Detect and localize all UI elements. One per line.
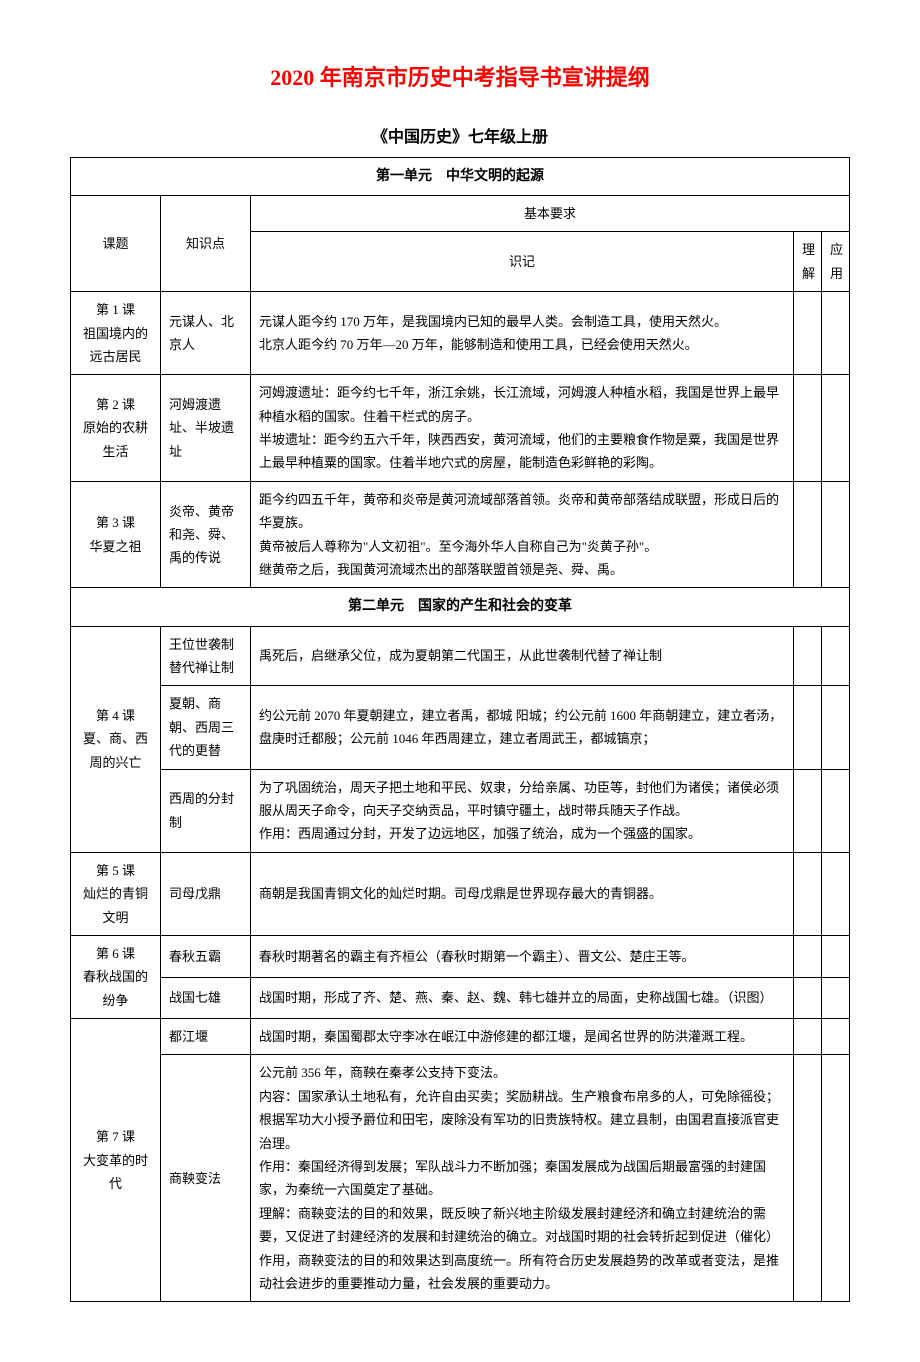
lesson6-name: 第 6 课 春秋战国的纷争 <box>71 935 161 1018</box>
cell-empty <box>822 1019 850 1055</box>
lesson1-name: 第 1 课 祖国境内的远古居民 <box>71 292 161 375</box>
lesson6-content1: 春秋时期著名的霸主有齐桓公（春秋时期第一个霸主）、晋文公、楚庄王等。 <box>251 935 794 977</box>
cell-empty <box>822 292 850 375</box>
lesson2-point: 河姆渡遗址、半坡遗址 <box>161 375 251 482</box>
lesson6-content2: 战国时期，形成了齐、楚、燕、秦、赵、魏、韩七雄并立的局面，史称战国七雄。（识图） <box>251 977 794 1019</box>
cell-empty <box>794 292 822 375</box>
lesson4-content1: 禹死后，启继承父位，成为夏朝第二代国王，从此世袭制代替了禅让制 <box>251 626 794 686</box>
lesson4-content2: 约公元前 2070 年夏朝建立，建立者禹，都城 阳城；约公元前 1600 年商朝… <box>251 686 794 769</box>
lesson2-content: 河姆渡遗址：距今约七千年，浙江余姚，长江流域，河姆渡人种植水稻，我国是世界上最早… <box>251 375 794 482</box>
header-understand: 理解 <box>794 232 822 292</box>
lesson4-content3: 为了巩固统治，周天子把土地和平民、奴隶，分给亲属、功臣等，封他们为诸侯；诸侯必须… <box>251 769 794 852</box>
cell-empty <box>794 626 822 686</box>
cell-empty <box>794 1019 822 1055</box>
unit-header-row: 第一单元 中华文明的起源 <box>71 157 850 195</box>
table-row: 第 4 课 夏、商、西周的兴亡 王位世袭制替代禅让制 禹死后，启继承父位，成为夏… <box>71 626 850 686</box>
header-apply: 应用 <box>822 232 850 292</box>
table-row: 战国七雄 战国时期，形成了齐、楚、燕、秦、赵、魏、韩七雄并立的局面，史称战国七雄… <box>71 977 850 1019</box>
cell-empty <box>822 626 850 686</box>
cell-empty <box>794 686 822 769</box>
lesson7-content1: 战国时期，秦国蜀郡太守李冰在岷江中游修建的都江堰，是闻名世界的防洪灌溉工程。 <box>251 1019 794 1055</box>
cell-empty <box>822 375 850 482</box>
lesson4-point3: 西周的分封制 <box>161 769 251 852</box>
lesson3-point: 炎帝、黄帝和尧、舜、禹的传说 <box>161 481 251 588</box>
cell-empty <box>794 481 822 588</box>
lesson5-content: 商朝是我国青铜文化的灿烂时期。司母戊鼎是世界现存最大的青铜器。 <box>251 852 794 935</box>
cell-empty <box>794 769 822 852</box>
cell-empty <box>794 977 822 1019</box>
page-title: 2020 年南京市历史中考指导书宣讲提纲 <box>70 60 850 95</box>
page-subtitle: 《中国历史》七年级上册 <box>70 125 850 151</box>
lesson3-name: 第 3 课 华夏之祖 <box>71 481 161 588</box>
header-requirement: 基本要求 <box>251 195 850 231</box>
header-lesson: 课题 <box>71 195 161 291</box>
lesson1-content: 元谋人距今约 170 万年，是我国境内已知的最早人类。会制造工具，使用天然火。 … <box>251 292 794 375</box>
table-row: 第 1 课 祖国境内的远古居民 元谋人、北京人 元谋人距今约 170 万年，是我… <box>71 292 850 375</box>
cell-empty <box>822 1055 850 1302</box>
cell-empty <box>822 935 850 977</box>
cell-empty <box>794 375 822 482</box>
unit-header-row: 第二单元 国家的产生和社会的变革 <box>71 588 850 626</box>
table-row: 商鞅变法 公元前 356 年，商鞅在秦孝公支持下变法。 内容：国家承认土地私有，… <box>71 1055 850 1302</box>
cell-empty <box>794 1055 822 1302</box>
table-row: 第 5 课 灿烂的青铜文明 司母戊鼎 商朝是我国青铜文化的灿烂时期。司母戊鼎是世… <box>71 852 850 935</box>
cell-empty <box>822 769 850 852</box>
lesson2-name: 第 2 课 原始的农耕生活 <box>71 375 161 482</box>
lesson7-point1: 都江堰 <box>161 1019 251 1055</box>
lesson4-point2: 夏朝、商朝、西周三代的更替 <box>161 686 251 769</box>
lesson6-point1: 春秋五霸 <box>161 935 251 977</box>
lesson3-content: 距今约四五千年，黄帝和炎帝是黄河流域部落首领。炎帝和黄帝部落结成联盟，形成日后的… <box>251 481 794 588</box>
table-row: 第 3 课 华夏之祖 炎帝、黄帝和尧、舜、禹的传说 距今约四五千年，黄帝和炎帝是… <box>71 481 850 588</box>
lesson6-point2: 战国七雄 <box>161 977 251 1019</box>
lesson7-name: 第 7 课 大变革的时代 <box>71 1019 161 1302</box>
lesson7-content2: 公元前 356 年，商鞅在秦孝公支持下变法。 内容：国家承认土地私有，允许自由买… <box>251 1055 794 1302</box>
cell-empty <box>822 481 850 588</box>
table-row: 第 2 课 原始的农耕生活 河姆渡遗址、半坡遗址 河姆渡遗址：距今约七千年，浙江… <box>71 375 850 482</box>
unit2-title: 第二单元 国家的产生和社会的变革 <box>71 588 850 626</box>
lesson1-point: 元谋人、北京人 <box>161 292 251 375</box>
lesson5-name: 第 5 课 灿烂的青铜文明 <box>71 852 161 935</box>
cell-empty <box>822 977 850 1019</box>
outline-table: 第一单元 中华文明的起源 课题 知识点 基本要求 识记 理解 应用 第 1 课 … <box>70 157 850 1303</box>
cell-empty <box>822 852 850 935</box>
cell-empty <box>822 686 850 769</box>
table-row: 西周的分封制 为了巩固统治，周天子把土地和平民、奴隶，分给亲属、功臣等，封他们为… <box>71 769 850 852</box>
cell-empty <box>794 852 822 935</box>
lesson7-point2: 商鞅变法 <box>161 1055 251 1302</box>
table-row: 第 7 课 大变革的时代 都江堰 战国时期，秦国蜀郡太守李冰在岷江中游修建的都江… <box>71 1019 850 1055</box>
cell-empty <box>794 935 822 977</box>
header-point: 知识点 <box>161 195 251 291</box>
lesson4-name: 第 4 课 夏、商、西周的兴亡 <box>71 626 161 852</box>
header-row-1: 课题 知识点 基本要求 <box>71 195 850 231</box>
unit1-title: 第一单元 中华文明的起源 <box>71 157 850 195</box>
lesson5-point: 司母戊鼎 <box>161 852 251 935</box>
header-recall: 识记 <box>251 232 794 292</box>
table-row: 第 6 课 春秋战国的纷争 春秋五霸 春秋时期著名的霸主有齐桓公（春秋时期第一个… <box>71 935 850 977</box>
table-row: 夏朝、商朝、西周三代的更替 约公元前 2070 年夏朝建立，建立者禹，都城 阳城… <box>71 686 850 769</box>
lesson4-point1: 王位世袭制替代禅让制 <box>161 626 251 686</box>
